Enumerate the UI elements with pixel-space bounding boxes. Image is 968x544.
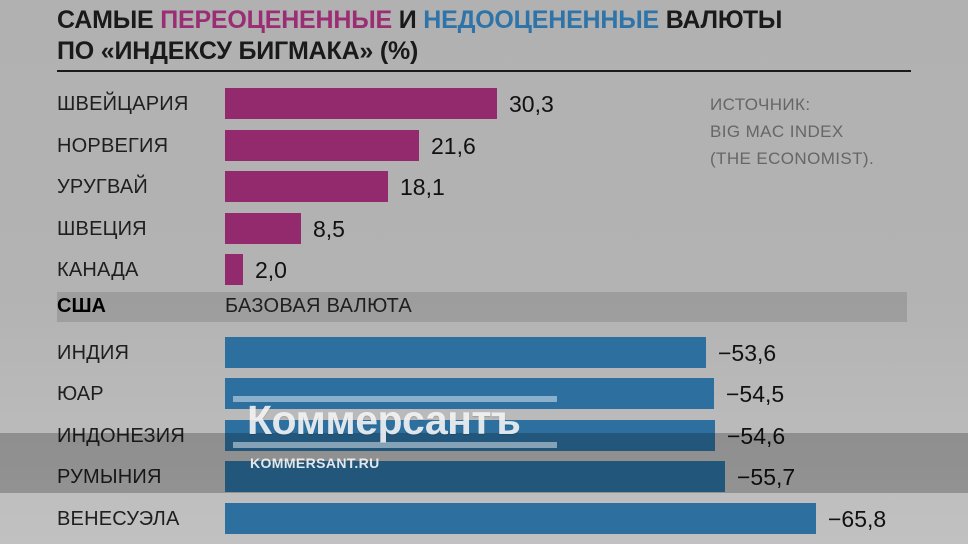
bar-value: −65,8 (828, 506, 887, 532)
overvalued-bar (225, 254, 243, 285)
source-line: BIG MAC INDEX (710, 122, 844, 141)
country-label: УРУГВАЙ (57, 176, 148, 198)
kommersant-logo: Коммерсантъ (247, 397, 521, 443)
base-currency-note: БАЗОВАЯ ВАЛЮТА (225, 295, 412, 317)
chart-title: САМЫЕ ПЕРЕОЦЕНЕННЫЕ И НЕДООЦЕНЕННЫЕ ВАЛЮ… (57, 5, 782, 67)
undervalued-bar (225, 503, 816, 534)
bar-value: 8,5 (313, 216, 345, 242)
country-label: ИНДОНЕЗИЯ (57, 425, 185, 447)
kommersant-url: KOMMERSANT.RU (250, 455, 380, 471)
bar-value: −54,5 (726, 381, 785, 407)
bar-value: −54,6 (727, 423, 786, 449)
bar-value: 30,3 (509, 91, 554, 117)
title-segment: НЕДООЦЕНЕННЫЕ (423, 6, 660, 34)
overvalued-bar (225, 171, 388, 202)
source-line: ИСТОЧНИК: (710, 95, 811, 114)
base-currency-band: США БАЗОВАЯ ВАЛЮТА (57, 292, 907, 322)
country-label: ИНДИЯ (57, 342, 130, 364)
overvalued-bar (225, 213, 301, 244)
base-currency-label: США (57, 295, 106, 317)
title-segment: ВАЛЮТЫ (659, 6, 783, 34)
title-segment: САМЫЕ (57, 6, 161, 34)
country-label: РУМЫНИЯ (57, 466, 162, 488)
country-label: ЮАР (57, 383, 104, 405)
overvalued-bar (225, 130, 419, 161)
title-underline-rule (57, 70, 911, 72)
bar-value: 21,6 (431, 133, 476, 159)
undervalued-bar (225, 337, 706, 368)
bar-value: −53,6 (718, 340, 777, 366)
undervalued-bar (225, 420, 715, 451)
watermark-top-strip (233, 396, 557, 402)
source-line: (THE ECONOMIST). (710, 149, 875, 168)
country-label: ШВЕЙЦАРИЯ (57, 93, 189, 115)
watermark-dark-band (0, 433, 968, 493)
chart-title-line2: ПО «ИНДЕКСУ БИГМАКА» (%) (57, 37, 419, 65)
undervalued-bar (225, 461, 725, 492)
watermark-bottom-strip (233, 442, 557, 448)
country-label: ШВЕЦИЯ (57, 218, 147, 240)
bar-value: −55,7 (737, 464, 796, 490)
country-label: КАНАДА (57, 259, 139, 281)
title-segment: И (391, 6, 424, 34)
undervalued-bar (225, 378, 714, 409)
source-note: ИСТОЧНИК: BIG MAC INDEX (THE ECONOMIST). (710, 91, 874, 172)
title-segment: ПЕРЕОЦЕНЕННЫЕ (160, 6, 392, 34)
chart-title-line1: САМЫЕ ПЕРЕОЦЕНЕННЫЕ И НЕДООЦЕНЕННЫЕ ВАЛЮ… (57, 5, 782, 36)
country-label: ВЕНЕСУЭЛА (57, 508, 180, 530)
bar-value: 18,1 (400, 174, 445, 200)
overvalued-bar (225, 88, 497, 119)
country-label: НОРВЕГИЯ (57, 135, 169, 157)
bar-value: 2,0 (255, 257, 287, 283)
